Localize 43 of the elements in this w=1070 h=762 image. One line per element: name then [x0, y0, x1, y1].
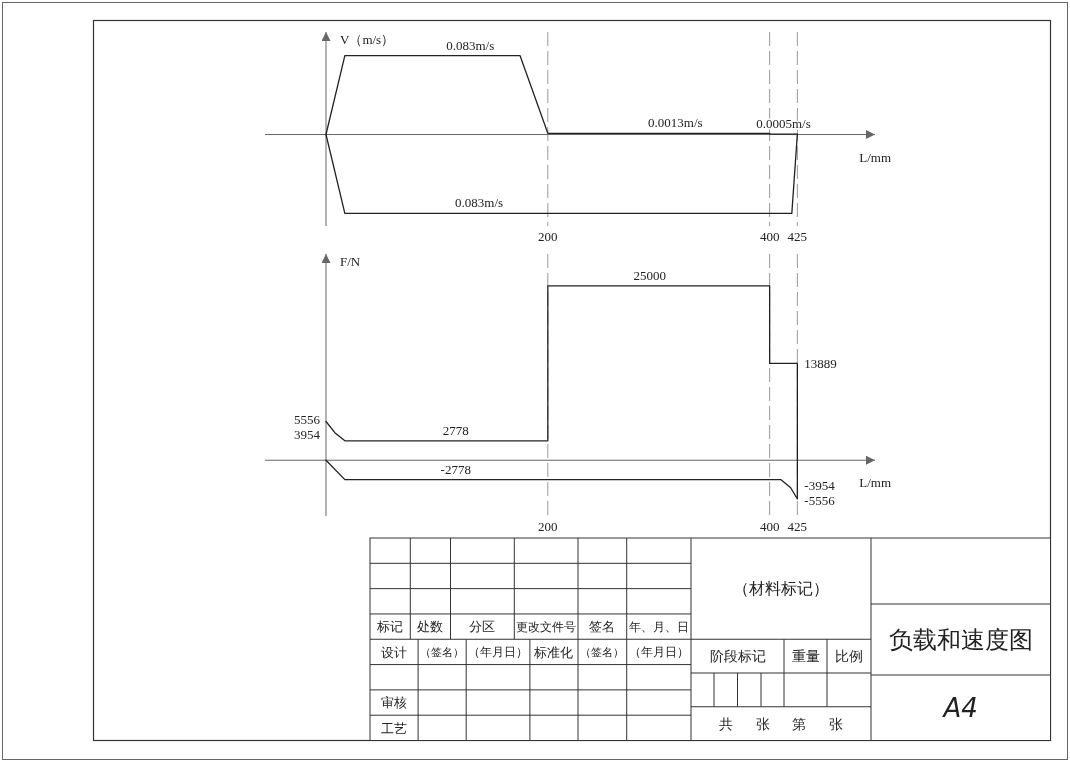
text: 签名: [589, 619, 616, 635]
text: 设计: [381, 644, 408, 660]
data-label: 0.0005m/s: [756, 116, 811, 132]
text: （年月日）: [628, 645, 689, 660]
text: 审核: [381, 695, 408, 711]
data-label: 0.083m/s: [446, 37, 495, 53]
data-label: 2778: [442, 422, 469, 438]
text: （签名）: [420, 645, 465, 659]
data-label: 3954: [294, 427, 321, 443]
y-axis-title: V（m/s）: [340, 32, 395, 47]
data-label: -2778: [440, 461, 471, 477]
text: 负载和速度图: [888, 626, 1033, 655]
text: 更改文件号: [516, 619, 577, 634]
x-tick-label: 200: [538, 229, 558, 244]
text: 重量: [791, 648, 820, 665]
text: 处数: [417, 619, 444, 635]
data-label: -5556: [804, 493, 836, 509]
text: 标记: [376, 619, 404, 635]
x-tick-label: 425: [787, 519, 808, 534]
text: 共 张 第 张: [719, 715, 843, 732]
x-axis-title: L/mm: [859, 149, 891, 165]
text: 工艺: [381, 720, 408, 736]
text: （材料标记）: [733, 579, 829, 599]
text: A4: [941, 693, 978, 724]
y-axis-title: F/N: [340, 254, 361, 269]
data-label: 5556: [294, 412, 321, 428]
x-axis-title: L/mm: [859, 475, 891, 491]
x-tick-label: 400: [759, 519, 780, 534]
text: 分区: [469, 619, 496, 635]
text: 阶段标记: [709, 648, 766, 665]
x-tick-label: 425: [787, 229, 808, 244]
x-tick-label: 400: [759, 229, 780, 244]
annotation: 0.083m/s: [455, 195, 504, 211]
text: （签名）: [580, 645, 625, 659]
text: （年月日）: [468, 645, 529, 660]
x-tick-label: 200: [538, 519, 558, 534]
text: 年、月、日: [628, 619, 689, 634]
text: 比例: [835, 648, 863, 665]
data-label: 13889: [804, 355, 837, 371]
data-label: -3954: [804, 478, 836, 494]
text: 标准化: [533, 644, 574, 660]
data-label: 0.0013m/s: [648, 115, 703, 131]
data-label: 25000: [633, 267, 667, 283]
